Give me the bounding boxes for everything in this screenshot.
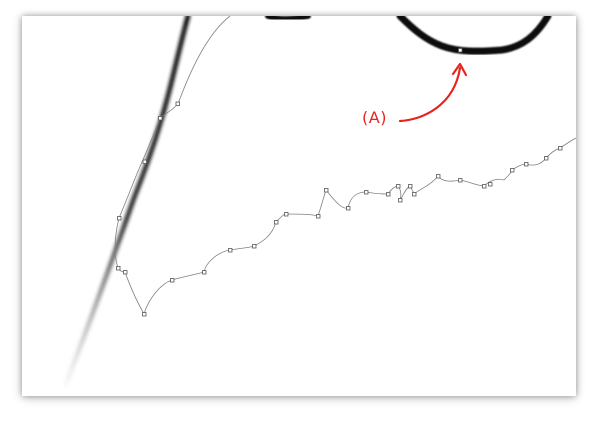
anchor-point[interactable] <box>158 116 163 121</box>
vector-path[interactable] <box>114 16 576 316</box>
anchor-point[interactable] <box>458 48 463 53</box>
anchor-point[interactable] <box>436 174 441 179</box>
anchor-point[interactable] <box>202 270 207 275</box>
anchor-point[interactable] <box>252 244 257 249</box>
anchor-point[interactable] <box>346 206 351 211</box>
brush-stroke-top-center[interactable] <box>265 16 311 22</box>
annotation-label-a: (A) <box>362 108 387 127</box>
anchor-point[interactable] <box>488 182 493 187</box>
anchor-point[interactable] <box>412 192 417 197</box>
anchor-point[interactable] <box>142 312 147 317</box>
anchor-point[interactable] <box>396 184 401 189</box>
anchor-point[interactable] <box>175 101 180 106</box>
drawing-canvas[interactable]: (A) <box>22 16 576 396</box>
anchor-point[interactable] <box>274 220 279 225</box>
anchor-point[interactable] <box>142 159 147 164</box>
anchor-point[interactable] <box>316 214 321 219</box>
anchor-point[interactable] <box>524 162 529 167</box>
anchor-point[interactable] <box>116 266 121 271</box>
anchor-point[interactable] <box>398 198 403 203</box>
anchor-point[interactable] <box>510 168 515 173</box>
curved-arrow-icon <box>398 62 468 123</box>
anchor-point[interactable] <box>324 188 329 193</box>
anchor-points[interactable] <box>116 48 563 317</box>
anchor-point[interactable] <box>558 146 563 151</box>
anchor-point[interactable] <box>458 178 463 183</box>
anchor-point[interactable] <box>170 278 175 283</box>
anchor-point[interactable] <box>117 216 122 221</box>
anchor-point[interactable] <box>228 248 233 253</box>
anchor-point[interactable] <box>386 192 391 197</box>
anchor-point[interactable] <box>482 184 487 189</box>
anchor-point[interactable] <box>284 212 289 217</box>
vector-artwork <box>63 16 576 387</box>
brush-stroke-top-right[interactable] <box>396 16 552 55</box>
anchor-point[interactable] <box>123 270 128 275</box>
anchor-point[interactable] <box>364 190 369 195</box>
anchor-point[interactable] <box>408 184 413 189</box>
brush-stroke-diagonal[interactable] <box>63 16 191 387</box>
anchor-point[interactable] <box>544 156 549 161</box>
